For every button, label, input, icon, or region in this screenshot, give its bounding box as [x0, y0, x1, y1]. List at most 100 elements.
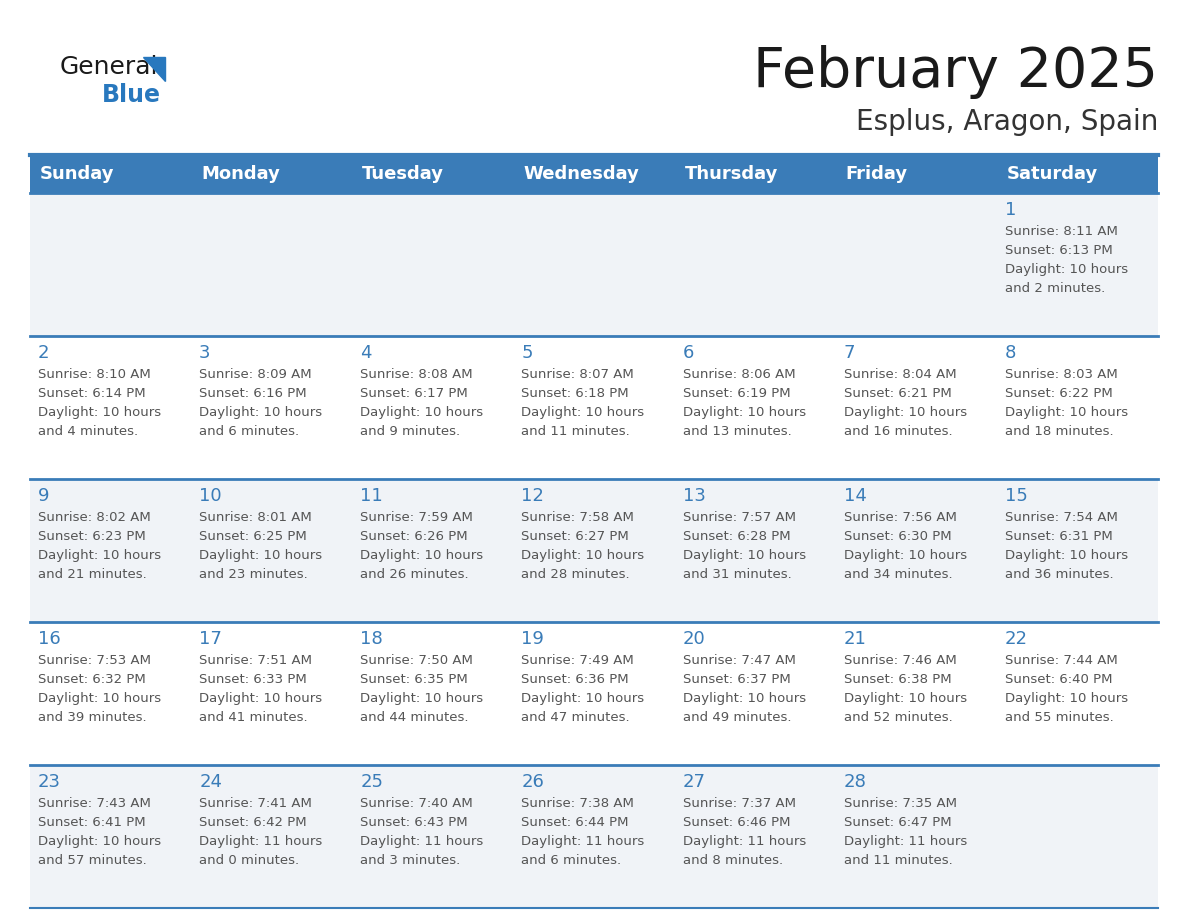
Text: Sunset: 6:21 PM: Sunset: 6:21 PM [843, 387, 952, 400]
Text: February 2025: February 2025 [753, 45, 1158, 99]
Text: 12: 12 [522, 487, 544, 505]
Text: Sunrise: 8:03 AM: Sunrise: 8:03 AM [1005, 368, 1118, 381]
Text: Sunrise: 7:35 AM: Sunrise: 7:35 AM [843, 797, 956, 810]
Text: 6: 6 [683, 344, 694, 362]
Text: Sunrise: 8:10 AM: Sunrise: 8:10 AM [38, 368, 151, 381]
Text: and 23 minutes.: and 23 minutes. [200, 568, 308, 581]
Bar [30, 622, 1158, 765]
Text: and 3 minutes.: and 3 minutes. [360, 854, 461, 867]
Text: Daylight: 10 hours: Daylight: 10 hours [522, 406, 645, 419]
Text: 19: 19 [522, 630, 544, 648]
Text: Sunset: 6:36 PM: Sunset: 6:36 PM [522, 673, 630, 686]
Text: Sunset: 6:22 PM: Sunset: 6:22 PM [1005, 387, 1113, 400]
Text: Sunset: 6:19 PM: Sunset: 6:19 PM [683, 387, 790, 400]
Text: Sunrise: 7:56 AM: Sunrise: 7:56 AM [843, 511, 956, 524]
Text: Sunrise: 8:02 AM: Sunrise: 8:02 AM [38, 511, 151, 524]
Text: Sunset: 6:17 PM: Sunset: 6:17 PM [360, 387, 468, 400]
Text: Sunrise: 8:01 AM: Sunrise: 8:01 AM [200, 511, 312, 524]
Text: 28: 28 [843, 773, 866, 791]
Text: and 6 minutes.: and 6 minutes. [200, 425, 299, 438]
Text: 27: 27 [683, 773, 706, 791]
Text: Daylight: 11 hours: Daylight: 11 hours [843, 835, 967, 848]
Text: 21: 21 [843, 630, 866, 648]
Text: Daylight: 10 hours: Daylight: 10 hours [360, 406, 484, 419]
Text: 9: 9 [38, 487, 50, 505]
Text: and 47 minutes.: and 47 minutes. [522, 711, 630, 724]
Text: 17: 17 [200, 630, 222, 648]
Text: Sunrise: 7:37 AM: Sunrise: 7:37 AM [683, 797, 796, 810]
Text: 22: 22 [1005, 630, 1028, 648]
Text: and 28 minutes.: and 28 minutes. [522, 568, 630, 581]
Text: and 11 minutes.: and 11 minutes. [522, 425, 630, 438]
Text: Sunset: 6:42 PM: Sunset: 6:42 PM [200, 816, 307, 829]
Text: Sunset: 6:31 PM: Sunset: 6:31 PM [1005, 530, 1113, 543]
Text: and 44 minutes.: and 44 minutes. [360, 711, 469, 724]
Text: 7: 7 [843, 344, 855, 362]
Text: Blue: Blue [102, 83, 162, 107]
Text: Sunset: 6:25 PM: Sunset: 6:25 PM [200, 530, 307, 543]
Text: and 39 minutes.: and 39 minutes. [38, 711, 146, 724]
Text: and 49 minutes.: and 49 minutes. [683, 711, 791, 724]
Text: General: General [61, 55, 158, 79]
Text: Sunrise: 8:07 AM: Sunrise: 8:07 AM [522, 368, 634, 381]
Text: Saturday: Saturday [1007, 165, 1098, 183]
Text: Sunrise: 7:59 AM: Sunrise: 7:59 AM [360, 511, 473, 524]
Text: Sunrise: 7:53 AM: Sunrise: 7:53 AM [38, 654, 151, 667]
Text: 3: 3 [200, 344, 210, 362]
Text: Wednesday: Wednesday [524, 165, 639, 183]
Text: and 0 minutes.: and 0 minutes. [200, 854, 299, 867]
Text: Sunset: 6:33 PM: Sunset: 6:33 PM [200, 673, 307, 686]
Text: Daylight: 10 hours: Daylight: 10 hours [200, 549, 322, 562]
Text: and 16 minutes.: and 16 minutes. [843, 425, 953, 438]
Polygon shape [143, 57, 165, 81]
Text: Sunset: 6:43 PM: Sunset: 6:43 PM [360, 816, 468, 829]
Text: Daylight: 10 hours: Daylight: 10 hours [1005, 692, 1127, 705]
Text: Sunrise: 7:54 AM: Sunrise: 7:54 AM [1005, 511, 1118, 524]
Text: Daylight: 10 hours: Daylight: 10 hours [522, 549, 645, 562]
Text: Daylight: 10 hours: Daylight: 10 hours [683, 549, 805, 562]
Text: 10: 10 [200, 487, 222, 505]
Text: 18: 18 [360, 630, 383, 648]
Text: Sunset: 6:23 PM: Sunset: 6:23 PM [38, 530, 146, 543]
Text: Sunset: 6:13 PM: Sunset: 6:13 PM [1005, 244, 1113, 257]
Text: 4: 4 [360, 344, 372, 362]
Text: 23: 23 [38, 773, 61, 791]
Text: Sunday: Sunday [40, 165, 114, 183]
Text: Daylight: 10 hours: Daylight: 10 hours [200, 692, 322, 705]
Text: Friday: Friday [846, 165, 908, 183]
Text: Sunrise: 7:47 AM: Sunrise: 7:47 AM [683, 654, 796, 667]
Text: Sunset: 6:26 PM: Sunset: 6:26 PM [360, 530, 468, 543]
Text: Sunrise: 8:08 AM: Sunrise: 8:08 AM [360, 368, 473, 381]
Text: and 26 minutes.: and 26 minutes. [360, 568, 469, 581]
Text: Daylight: 11 hours: Daylight: 11 hours [683, 835, 805, 848]
Text: Daylight: 11 hours: Daylight: 11 hours [522, 835, 645, 848]
Text: Daylight: 11 hours: Daylight: 11 hours [200, 835, 322, 848]
Text: and 8 minutes.: and 8 minutes. [683, 854, 783, 867]
Text: Sunset: 6:32 PM: Sunset: 6:32 PM [38, 673, 146, 686]
Text: Daylight: 10 hours: Daylight: 10 hours [843, 692, 967, 705]
Text: Sunrise: 8:06 AM: Sunrise: 8:06 AM [683, 368, 795, 381]
Text: 20: 20 [683, 630, 706, 648]
Text: Sunset: 6:28 PM: Sunset: 6:28 PM [683, 530, 790, 543]
Text: Sunrise: 7:46 AM: Sunrise: 7:46 AM [843, 654, 956, 667]
Text: Sunset: 6:47 PM: Sunset: 6:47 PM [843, 816, 952, 829]
Text: and 21 minutes.: and 21 minutes. [38, 568, 147, 581]
Text: and 36 minutes.: and 36 minutes. [1005, 568, 1113, 581]
Bar [30, 336, 1158, 479]
Text: 26: 26 [522, 773, 544, 791]
Text: and 52 minutes.: and 52 minutes. [843, 711, 953, 724]
Text: and 55 minutes.: and 55 minutes. [1005, 711, 1113, 724]
Text: Sunset: 6:16 PM: Sunset: 6:16 PM [200, 387, 307, 400]
Text: and 4 minutes.: and 4 minutes. [38, 425, 138, 438]
Text: Daylight: 10 hours: Daylight: 10 hours [683, 692, 805, 705]
Text: Sunrise: 7:51 AM: Sunrise: 7:51 AM [200, 654, 312, 667]
Text: Daylight: 10 hours: Daylight: 10 hours [38, 549, 162, 562]
Text: and 11 minutes.: and 11 minutes. [843, 854, 953, 867]
Text: Sunrise: 7:38 AM: Sunrise: 7:38 AM [522, 797, 634, 810]
Text: Sunrise: 8:04 AM: Sunrise: 8:04 AM [843, 368, 956, 381]
Text: Sunset: 6:44 PM: Sunset: 6:44 PM [522, 816, 628, 829]
Bar [30, 479, 1158, 622]
Text: Daylight: 10 hours: Daylight: 10 hours [360, 549, 484, 562]
Text: 2: 2 [38, 344, 50, 362]
Text: 16: 16 [38, 630, 61, 648]
